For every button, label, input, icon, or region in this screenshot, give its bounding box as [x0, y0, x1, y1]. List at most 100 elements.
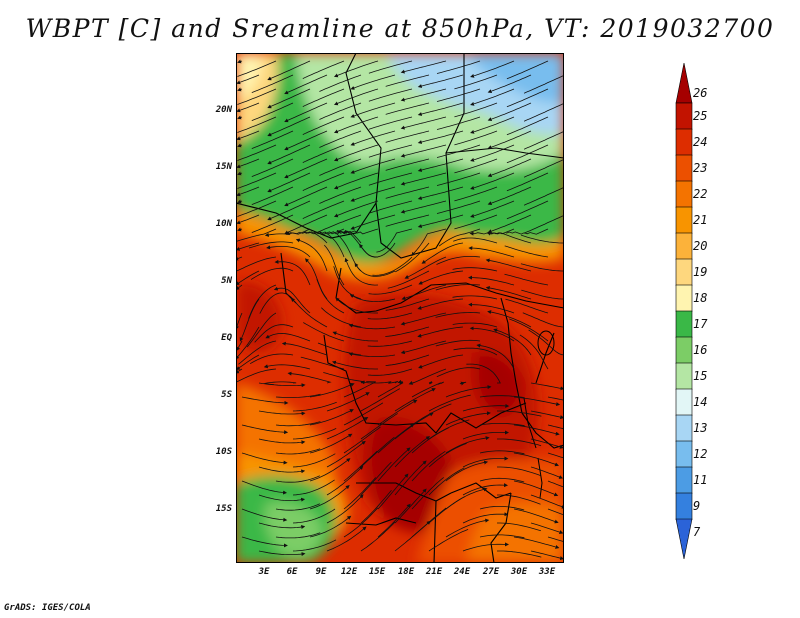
streamline: [292, 401, 337, 412]
streamline: [418, 270, 464, 285]
streamline: [417, 158, 464, 172]
streamline: [487, 130, 532, 149]
streamline: [400, 312, 447, 326]
streamline: [368, 172, 413, 186]
grads-credit: GrADS: IGES/COLA: [4, 603, 91, 613]
streamline: [479, 534, 525, 539]
streamline: [377, 503, 411, 538]
streamline: [385, 74, 430, 87]
streamline: [251, 186, 294, 205]
streamline: [404, 256, 447, 279]
streamline: [275, 448, 321, 455]
country-borders: [236, 53, 564, 563]
streamline: [436, 172, 481, 186]
streamline: [342, 229, 379, 258]
streamline: [284, 74, 328, 95]
streamline: [452, 267, 498, 272]
streamline: [237, 171, 243, 176]
streamline: [258, 410, 306, 416]
streamline: [284, 186, 328, 207]
colorbar-swatch: [675, 466, 693, 494]
streamline: [236, 102, 260, 113]
streamline: [350, 74, 396, 90]
streamline: [302, 116, 345, 135]
streamline: [302, 88, 345, 107]
streamline: [258, 466, 306, 474]
streamline: [284, 214, 328, 235]
streamline: [428, 394, 471, 412]
streamline: [236, 368, 243, 374]
streamline: [528, 329, 564, 356]
streamline: [287, 371, 332, 384]
streamline: [506, 60, 549, 80]
streamline: [275, 475, 320, 483]
streamline: [520, 234, 564, 244]
streamline: [487, 310, 532, 328]
streamline: [479, 450, 525, 455]
streamline: [470, 88, 515, 106]
streamline: [504, 245, 549, 258]
colorbar-label: 12: [693, 447, 708, 461]
streamline: [236, 214, 260, 225]
streamline: [487, 186, 532, 205]
lat-label-20n: 20N: [215, 105, 232, 115]
streamline: [547, 480, 564, 488]
streamline: [326, 417, 369, 440]
streamline: [343, 426, 381, 454]
streamline: [435, 284, 481, 291]
streamline: [302, 172, 345, 191]
colorbar-swatch: [675, 492, 693, 520]
streamline: [462, 512, 509, 524]
streamline: [506, 200, 549, 220]
streamline: [368, 116, 413, 130]
streamline: [236, 326, 260, 360]
streamline: [479, 423, 525, 427]
streamline: [368, 88, 413, 102]
streamline: [428, 496, 466, 524]
colorbar-swatch: [675, 180, 693, 208]
streamline: [428, 443, 467, 468]
streamline: [302, 144, 345, 163]
streamline: [436, 256, 481, 265]
streamline: [350, 214, 396, 230]
streamline: [258, 550, 306, 557]
streamline: [267, 144, 311, 165]
lon-label-24e: 24E: [453, 567, 471, 577]
lon-label-6e: 6E: [286, 567, 298, 577]
streamline: [273, 286, 311, 314]
streamline: [462, 483, 508, 496]
colorbar-label: 22: [693, 187, 708, 201]
colorbar-label: 13: [693, 421, 708, 435]
streamline: [400, 200, 447, 214]
streamline: [263, 364, 311, 370]
streamline: [237, 115, 243, 120]
streamline: [522, 312, 564, 328]
streamline: [470, 200, 515, 218]
colorbar-swatch: [675, 232, 693, 260]
streamline: [400, 172, 447, 186]
colorbar-swatch: [675, 128, 693, 156]
streamline: [266, 245, 311, 258]
streamline: [470, 116, 515, 134]
streamline: [241, 508, 288, 522]
streamline: [547, 508, 564, 515]
colorbar-label: 11: [693, 473, 708, 487]
streamline: [238, 340, 277, 365]
streamline: [348, 352, 396, 357]
streamline: [368, 144, 413, 158]
streamline: [509, 318, 549, 342]
streamline: [394, 520, 431, 552]
streamlines: [236, 59, 564, 561]
streamline: [468, 246, 515, 258]
streamline: [251, 74, 294, 93]
streamline: [295, 238, 328, 272]
lat-label-15s: 15S: [215, 504, 232, 514]
streamline: [258, 522, 306, 529]
streamline: [486, 231, 532, 244]
streamline: [326, 526, 367, 552]
streamline: [493, 328, 532, 356]
streamline: [462, 456, 509, 468]
map-title: WBPT [C] and Sreamline at 850hPa, VT: 20…: [25, 14, 775, 43]
streamline: [350, 102, 396, 118]
streamline: [417, 326, 464, 338]
